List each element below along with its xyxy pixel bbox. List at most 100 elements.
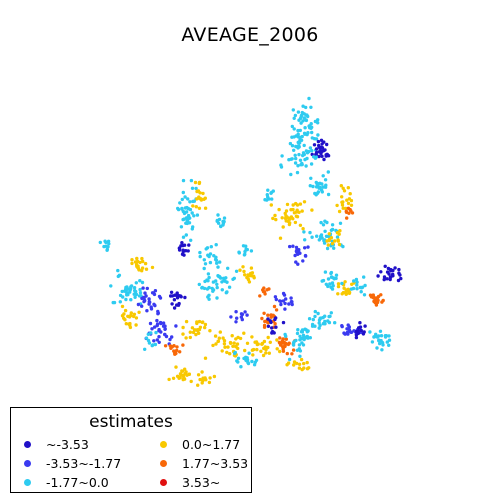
map-point <box>330 281 335 285</box>
map-point <box>234 310 238 314</box>
map-point <box>189 379 193 384</box>
map-title: AVEAGE_2006 <box>181 24 319 46</box>
map-point <box>136 302 141 307</box>
map-point <box>383 264 387 268</box>
map-point <box>292 148 296 152</box>
map-point <box>362 275 366 279</box>
map-point <box>289 157 293 161</box>
map-point <box>329 311 333 315</box>
map-point <box>323 178 328 182</box>
map-point <box>308 146 313 150</box>
map-point <box>105 248 109 252</box>
map-point <box>290 124 294 129</box>
map-point <box>225 350 229 355</box>
map-point <box>207 275 211 280</box>
map-point <box>102 244 106 249</box>
map-point <box>242 269 246 274</box>
map-point <box>116 268 120 273</box>
map-point <box>299 357 304 362</box>
map-point <box>343 332 347 336</box>
map-point <box>281 349 286 353</box>
map-point <box>207 254 211 259</box>
map-point <box>310 324 315 328</box>
map-point <box>299 163 303 167</box>
map-point <box>205 287 210 291</box>
map-point <box>196 329 200 333</box>
map-point <box>131 314 136 319</box>
map-point <box>329 270 334 275</box>
map-point <box>194 332 198 337</box>
map-point <box>233 350 237 355</box>
map-point <box>320 190 324 194</box>
map-point <box>140 266 145 270</box>
map-point <box>325 142 329 147</box>
map-point <box>313 309 317 314</box>
map-point <box>251 353 255 357</box>
map-point <box>298 158 303 162</box>
map-point <box>222 216 227 220</box>
legend-item-mid-low: -1.77~0.0 <box>24 475 109 490</box>
map-point <box>142 295 146 300</box>
map-point <box>321 278 326 283</box>
map-point <box>343 280 347 284</box>
map-point <box>330 241 335 246</box>
map-point <box>123 318 127 322</box>
map-point <box>351 286 356 291</box>
map-point <box>136 264 140 268</box>
map-point <box>130 261 134 266</box>
map-point <box>179 295 183 299</box>
map-point <box>320 154 324 158</box>
map-point <box>170 345 174 349</box>
map-point <box>368 330 372 334</box>
map-point <box>288 244 292 249</box>
map-point <box>198 191 202 195</box>
map-point <box>330 223 335 227</box>
map-point <box>297 144 301 148</box>
map-point <box>359 290 363 294</box>
map-point <box>157 340 161 344</box>
map-point <box>172 349 176 353</box>
map-point <box>303 238 307 242</box>
map-point <box>130 258 134 262</box>
map-point <box>215 282 219 286</box>
map-point <box>281 299 286 303</box>
map-point <box>181 190 185 195</box>
map-point <box>322 140 326 144</box>
map-point <box>307 366 311 370</box>
map-point <box>355 287 359 291</box>
map-point <box>289 296 293 300</box>
map-point <box>274 217 278 222</box>
map-point <box>238 268 242 272</box>
map-point <box>295 331 300 336</box>
map-point <box>267 287 271 291</box>
map-point <box>141 259 145 264</box>
map-point <box>293 113 298 118</box>
map-point <box>311 184 315 189</box>
map-point <box>336 239 340 243</box>
map-point <box>143 261 148 266</box>
map-point <box>178 372 183 376</box>
legend-dot-icon <box>160 441 167 448</box>
map-point <box>220 288 224 292</box>
map-point <box>171 376 176 380</box>
map-point <box>301 153 305 158</box>
map-point <box>203 325 207 330</box>
map-point <box>135 259 140 264</box>
map-point <box>332 246 336 250</box>
map-point <box>215 285 219 290</box>
map-point <box>196 383 200 387</box>
map-point <box>252 274 256 279</box>
map-point <box>127 322 131 326</box>
map-point <box>298 223 303 227</box>
map-point <box>293 153 297 157</box>
map-point <box>222 278 226 283</box>
map-point <box>263 345 267 349</box>
map-point <box>202 266 206 271</box>
map-point <box>273 295 278 299</box>
map-point <box>310 149 314 153</box>
legend-dot-icon <box>160 479 167 486</box>
map-point <box>311 317 315 322</box>
map-point <box>150 265 155 270</box>
map-point <box>338 229 342 233</box>
map-point <box>283 211 287 216</box>
